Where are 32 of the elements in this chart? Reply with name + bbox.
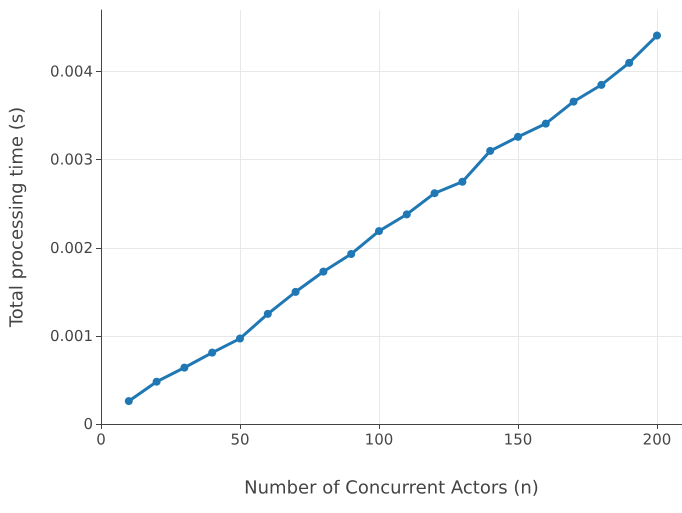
point xyxy=(292,288,300,296)
point xyxy=(208,348,216,357)
x-axis-title: Number of Concurrent Actors (n) xyxy=(244,478,539,498)
x-tick-label: 100 xyxy=(364,430,394,448)
point xyxy=(264,310,272,318)
x-tick-label: 50 xyxy=(230,430,250,448)
point xyxy=(347,250,356,258)
point xyxy=(319,268,328,276)
point xyxy=(124,397,133,406)
point xyxy=(402,210,411,218)
x-tick-label: 200 xyxy=(642,430,672,448)
point xyxy=(430,189,439,198)
point xyxy=(625,58,634,67)
point xyxy=(458,178,466,186)
y-tick-label: 0.003 xyxy=(50,150,93,169)
point xyxy=(375,227,383,236)
point xyxy=(236,334,244,343)
point xyxy=(180,364,188,372)
point xyxy=(152,378,161,386)
y-axis-title: Total processing time (s) xyxy=(6,106,28,328)
x-tick-label: 0 xyxy=(96,430,106,448)
point xyxy=(652,32,661,40)
y-tick-label: 0.001 xyxy=(50,326,93,345)
point xyxy=(486,146,494,155)
y-tick-label: 0 xyxy=(83,415,93,433)
y-tick-label: 0.004 xyxy=(50,62,93,81)
x-tick-label: 150 xyxy=(504,430,532,448)
point xyxy=(570,98,578,106)
y-tick-label: 0.002 xyxy=(50,238,93,257)
point xyxy=(542,120,550,128)
point xyxy=(514,132,522,141)
point xyxy=(597,80,606,89)
